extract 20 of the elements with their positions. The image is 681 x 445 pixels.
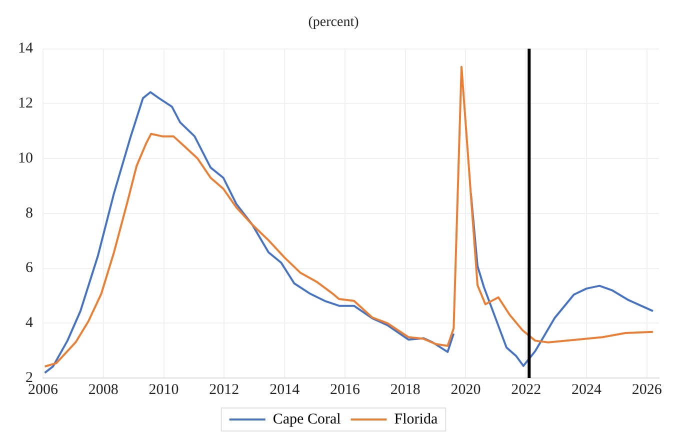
x-tick-label: 2014 <box>270 382 300 398</box>
x-tick-label: 2010 <box>148 382 179 398</box>
x-tick-label: 2018 <box>390 382 420 398</box>
legend-label: Florida <box>394 411 438 428</box>
x-tick-label: 2024 <box>572 382 602 398</box>
x-tick-label: 2006 <box>28 382 58 398</box>
legend-label: Cape Coral <box>272 411 341 428</box>
y-tick-label: 14 <box>18 40 34 57</box>
y-tick-label: 4 <box>26 315 34 332</box>
y-tick-label: 6 <box>26 260 34 276</box>
x-tick-label: 2016 <box>330 382 360 398</box>
x-tick-label: 2026 <box>632 382 662 398</box>
x-tick-label: 2012 <box>209 382 240 398</box>
y-tick-label: 10 <box>18 150 33 166</box>
y-tick-label: 12 <box>18 96 33 112</box>
y-tick-label: 8 <box>26 205 33 222</box>
x-tick-label: 2008 <box>88 382 118 398</box>
x-tick-label: 2020 <box>450 382 481 398</box>
x-tick-label: 2022 <box>511 382 542 398</box>
chart-title: (percent) <box>308 15 360 30</box>
